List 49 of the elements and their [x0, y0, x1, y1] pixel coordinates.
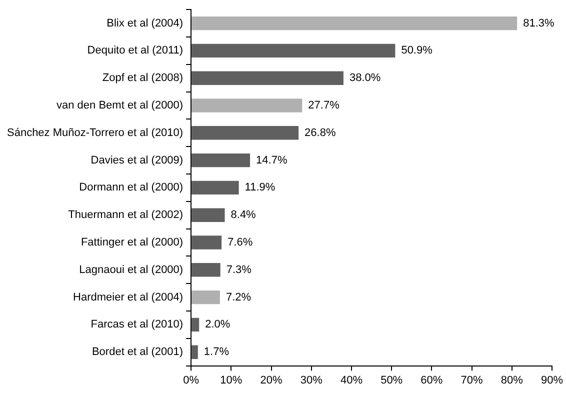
data-label: 27.7% [308, 100, 340, 112]
data-label: 7.2% [226, 291, 252, 304]
y-tick-label: Bordet et al (2001) [92, 346, 184, 358]
x-tick-label: 40% [340, 374, 363, 386]
data-label: 7.6% [228, 236, 253, 249]
data-label: 1.7% [204, 346, 230, 358]
bar [192, 153, 250, 168]
x-tick-label: 60% [420, 374, 443, 386]
y-tick-label: Fattinger et al (2000) [80, 236, 184, 249]
data-label: 7.3% [226, 264, 252, 276]
x-tick-label: 70% [460, 374, 484, 386]
x-tick-label: 20% [260, 374, 283, 386]
data-label: 11.9% [244, 182, 276, 194]
data-label: 8.4% [230, 209, 256, 222]
data-label: 26.8% [304, 126, 336, 139]
bar [192, 208, 225, 222]
data-label: 50.9% [401, 44, 433, 57]
x-tick-label: 30% [300, 374, 323, 386]
y-tick-label: Davies et al (2009) [90, 154, 184, 166]
bar [192, 345, 198, 359]
x-tick-label: 90% [540, 374, 564, 386]
bar [192, 236, 222, 250]
bar [192, 16, 518, 30]
x-tick-label: 80% [500, 374, 524, 386]
bar [192, 44, 396, 58]
y-tick-label: Hardmeier et al (2004) [73, 291, 184, 304]
bar [192, 318, 200, 332]
bar [192, 126, 299, 140]
x-tick-label: 10% [220, 374, 242, 386]
bar [192, 180, 239, 195]
data-label: 38.0% [349, 72, 381, 84]
y-tick-label: van den Bemt et al (2000) [56, 100, 184, 112]
data-label: 81.3% [523, 17, 555, 30]
bar [192, 71, 344, 85]
y-tick-label: Dormann et al (2000) [79, 182, 184, 194]
y-tick-label: Thuermann et al (2002) [68, 209, 184, 222]
data-label: 14.7% [256, 154, 288, 166]
x-tick-label: 50% [380, 374, 403, 386]
y-tick-label: Sánchez Muñoz-Torrero et al (2010) [6, 126, 184, 139]
x-tick-label: 0% [183, 374, 200, 386]
y-tick-label: Farcas et al (2010) [90, 318, 184, 331]
y-tick-label: Lagnaoui et al (2000) [79, 264, 184, 276]
bar [192, 263, 220, 277]
y-tick-label: Zopf et al (2008) [102, 72, 184, 84]
bar [192, 290, 220, 304]
data-label: 2.0% [205, 318, 230, 331]
y-tick-label: Blix et al (2004) [106, 17, 184, 30]
y-tick-label: Dequito et al (2011) [87, 44, 184, 57]
bar [192, 98, 302, 112]
